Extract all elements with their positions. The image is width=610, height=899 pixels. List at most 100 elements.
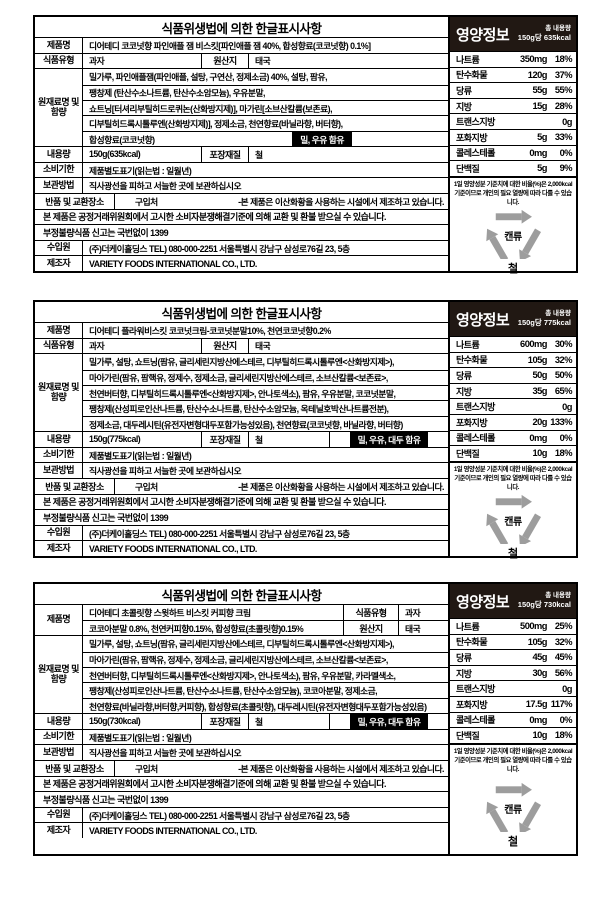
sulfur-note: -본 제품은 이산화황을 사용하는 시설에서 제조하고 있습니다.	[238, 481, 444, 492]
expiry-label: 소비기한	[35, 447, 83, 463]
ingredient-line: 천연버터향, 디부틸히드록시톨루엔<산화방지제>, 안나토색소), 팜유, 우유…	[83, 666, 448, 682]
nutrient-row: 나트륨 500mg 25%	[450, 618, 576, 634]
ingredient-line: 합성향료(코코넛향) 밀, 우유 함유	[83, 130, 448, 147]
net-content-label: 내용량	[35, 714, 83, 729]
net-content-row: 내용량 150g(730kcal) 포장재질 철 밀, 우유, 대두 함유	[35, 713, 448, 729]
nutrient-row: 나트륨 350mg 18%	[450, 51, 576, 67]
food-type-label: 식품유형	[344, 605, 399, 621]
report-note: 부정불량식품 신고는 국번없이 1399	[43, 227, 169, 238]
manufacturer-value: VARIETY FOODS INTERNATIONAL CO., LTD.	[89, 825, 257, 836]
storage-value: 직사광선을 피하고 서늘한 곳에 보관하십시오	[89, 748, 242, 759]
nutrition-panel: 영양정보 총 내용량 150g당 775kcal 나트륨 600mg 30% 탄수화…	[449, 300, 578, 561]
product-name-row: 제품명 디어테디 코코넛향 파인애플 잼 비스킷[파인애플 잼 40%, 합성향…	[35, 37, 448, 53]
manufacturer-label: 제조자	[35, 256, 83, 271]
allergen-badge: 밀, 우유, 대두 함유	[349, 714, 429, 729]
ingredient-line: 마아가린(팜유, 팜핵유, 정제수, 정제소금, 글리세린지방산에스테르, 소브…	[83, 651, 448, 667]
net-content-row: 내용량 150g(635kcal) 포장재질 철	[35, 146, 448, 162]
allergen-badge-cell: 밀, 우유, 대두 함유	[330, 432, 448, 447]
net-content-label: 내용량	[35, 432, 83, 447]
storage-row: 보관방법 직사광선을 피하고 서늘한 곳에 보관하십시오	[35, 462, 448, 478]
return-row: 반품 및 교환장소 구입처 -본 제품은 이산화황을 사용하는 시설에서 제조하…	[35, 192, 448, 209]
nutrient-row: 당류 50g 50%	[450, 367, 576, 383]
return-row: 반품 및 교환장소 구입처 -본 제품은 이산화황을 사용하는 시설에서 제조하…	[35, 759, 448, 776]
product-name-value: 디어테디 코코넛향 파인애플 잼 비스킷[파인애플 잼 40%, 합성향료(코코…	[89, 40, 371, 51]
exchange-note-row: 본 제품은 공정거래위원회에서 고시한 소비자분쟁해결기준에 의해 교환 및 환…	[35, 775, 448, 792]
ingredient-line: 천연버터향, 디부틸히드록시톨루엔<산화방지제>, 안나토색소), 팜유, 우유…	[83, 384, 448, 400]
ingredient-line: 천연향료(바닐라향,버터향,커피향), 합성향료(초콜릿향), 대두레시틴(유전…	[83, 697, 448, 713]
exchange-note: 본 제품은 공정거래위원회에서 고시한 소비자분쟁해결기준에 의해 교환 및 환…	[43, 212, 387, 223]
nutrition-panel: 영양정보 총 내용량 150g당 635kcal 나트륨 350mg 18% 탄수화…	[449, 15, 578, 276]
nutrient-row: 단백질 5g 9%	[450, 160, 576, 176]
exchange-note-row: 본 제품은 공정거래위원회에서 고시한 소비자분쟁해결기준에 의해 교환 및 환…	[35, 208, 448, 225]
manufacturer-row: 제조자 VARIETY FOODS INTERNATIONAL CO., LTD…	[35, 255, 448, 271]
return-label: 반품 및 교환장소	[35, 193, 115, 209]
origin-label: 원산지	[202, 338, 249, 354]
food-type-row: 식품유형 과자 원산지 태국	[35, 52, 448, 69]
serving-value: 150g당 730kcal	[517, 600, 571, 610]
recycle-type: 캔류	[504, 232, 522, 244]
manufacturer-value: VARIETY FOODS INTERNATIONAL CO., LTD.	[89, 258, 257, 269]
nutrient-row: 포화지방 20g 133%	[450, 413, 576, 430]
allergen-badge-cell: 밀, 우유, 대두 함유	[330, 714, 448, 729]
info-table: 식품위생법에 의한 한글표시사항 제품명 디어테디 코코넛향 파인애플 잼 비스…	[33, 15, 449, 273]
expiry-value: 제품별도표기(읽는법 : 일월년)	[89, 450, 192, 461]
return-row: 반품 및 교환장소 구입처 -본 제품은 이산화황을 사용하는 시설에서 제조하…	[35, 477, 448, 494]
ingredients-label: 원재료명 및 함량	[35, 636, 83, 714]
net-content-label: 내용량	[35, 147, 83, 162]
ingredients-row: 원재료명 및 함량 밀가루, 파인애플잼(파인애플, 설탕, 구연산, 정제소금…	[35, 68, 448, 147]
storage-label: 보관방법	[35, 463, 83, 478]
label-sheet-1: 식품위생법에 의한 한글표시사항 제품명 디어테디 코코넛향 파인애플 잼 비스…	[33, 15, 578, 276]
storage-row: 보관방법 직사광선을 피하고 서늘한 곳에 보관하십시오	[35, 744, 448, 760]
food-type-value: 과자	[83, 338, 202, 354]
return-value: 구입처 -본 제품은 이산화황을 사용하는 시설에서 제조하고 있습니다.	[115, 761, 448, 776]
nutrition-title: 영양정보	[456, 26, 510, 44]
ingredients-lines: 밀가루, 설탕, 쇼트닝(팜유, 글리세린지방산에스테르, 디부틸히드록시톨루엔…	[83, 354, 448, 431]
ingredient-line: 팽창제 (탄산수소나트륨, 탄산수소암모늄), 우유분말,	[83, 84, 448, 100]
return-label: 반품 및 교환장소	[35, 478, 115, 494]
info-table: 식품위생법에 의한 한글표시사항 제품명 디어테디 플라워비스킷 코코넛크림-코…	[33, 300, 449, 558]
storage-row: 보관방법 직사광선을 피하고 서늘한 곳에 보관하십시오	[35, 177, 448, 193]
expiry-row: 소비기한 제품별도표기(읽는법 : 일월년)	[35, 446, 448, 463]
importer-label: 수입원	[35, 240, 83, 256]
purchase-place: 구입처	[135, 763, 158, 774]
nutrition-footnote: 1일 영양성분 기준치에 대한 비율(%)은 2,000kcal 기준이므로 개…	[450, 175, 576, 209]
nutrition-title: 영양정보	[456, 593, 510, 611]
sulfur-note: -본 제품은 이산화황을 사용하는 시설에서 제조하고 있습니다.	[238, 196, 444, 207]
net-content-row: 내용량 150g(775kcal) 포장재질 철 밀, 우유, 대두 함유	[35, 431, 448, 447]
food-type-label: 식품유형	[35, 53, 83, 69]
nutrient-row: 나트륨 600mg 30%	[450, 336, 576, 352]
allergen-badge: 밀, 우유, 대두 함유	[349, 432, 429, 447]
report-note-row: 부정불량식품 신고는 국번없이 1399	[35, 509, 448, 525]
nutrient-row: 지방 35g 65%	[450, 382, 576, 399]
total-content-label: 총 내용량	[545, 592, 571, 600]
expiry-value: 제품별도표기(읽는법 : 일월년)	[89, 732, 192, 743]
importer-row: 수입원 (주)더케이홀딩스 TEL) 080-000-2251 서울특별시 강남…	[35, 806, 448, 823]
recycle-material: 철	[507, 548, 519, 561]
label-sheet-2: 식품위생법에 의한 한글표시사항 제품명 디어테디 플라워비스킷 코코넛크림-코…	[33, 300, 578, 561]
nutrient-row: 콜레스테롤 0mg 0%	[450, 711, 576, 728]
nutrient-row: 포화지방 5g 33%	[450, 128, 576, 145]
total-content-label: 총 내용량	[545, 310, 571, 318]
product-name-label: 제품명	[35, 38, 83, 53]
storage-value: 직사광선을 피하고 서늘한 곳에 보관하십시오	[89, 466, 242, 477]
nutrient-row: 포화지방 17.5g 117%	[450, 695, 576, 712]
report-note-row: 부정불량식품 신고는 국번없이 1399	[35, 791, 448, 807]
origin-value: 태국	[255, 56, 271, 67]
importer-value: (주)더케이홀딩스 TEL) 080-000-2251 서울특별시 강남구 삼성…	[89, 528, 350, 539]
nutrition-header: 영양정보 총 내용량 150g당 635kcal	[450, 17, 576, 51]
nutrition-footnote: 1일 영양성분 기준치에 대한 비율(%)은 2,000kcal 기준이므로 개…	[450, 460, 576, 494]
nutrition-title: 영양정보	[456, 311, 510, 329]
nutrition-serving: 총 내용량 150g당 775kcal	[518, 310, 571, 328]
package-value: 철	[249, 432, 330, 447]
manufacturer-row: 제조자 VARIETY FOODS INTERNATIONAL CO., LTD…	[35, 822, 448, 838]
recycle-mark: 캔류 철	[450, 209, 576, 276]
manufacturer-value: VARIETY FOODS INTERNATIONAL CO., LTD.	[89, 543, 257, 554]
nutrient-row: 당류 55g 55%	[450, 82, 576, 98]
storage-label: 보관방법	[35, 745, 83, 760]
sheet-title: 식품위생법에 의한 한글표시사항	[161, 306, 322, 321]
package-value: 철	[255, 149, 263, 160]
importer-value: (주)더케이홀딩스 TEL) 080-000-2251 서울특별시 강남구 삼성…	[89, 243, 350, 254]
product-name-row: 제품명 디어테디 초콜릿향 스윗하트 비스킷 커피향 크림 식품유형 과자 코코…	[35, 604, 448, 636]
total-content-label: 총 내용량	[545, 25, 571, 33]
importer-row: 수입원 (주)더케이홀딩스 TEL) 080-000-2251 서울특별시 강남…	[35, 524, 448, 541]
